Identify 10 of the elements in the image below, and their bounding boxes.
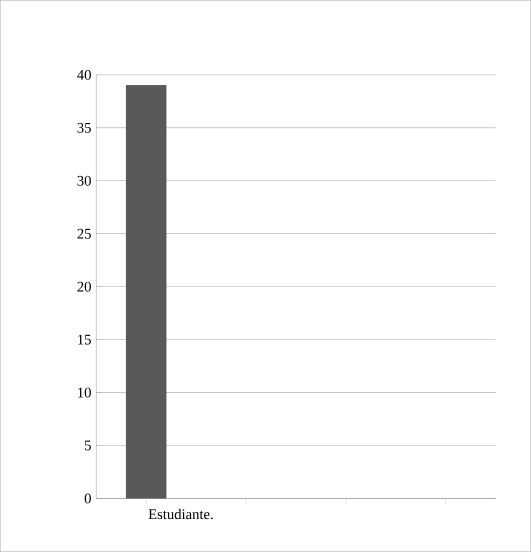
x-tick-label: Estudiante. — [148, 508, 213, 520]
y-tick-label: 0 — [84, 494, 91, 504]
y-tick-label: 35 — [78, 122, 91, 133]
y-tick-label: 15 — [78, 334, 91, 345]
y-tick-label: 40 — [77, 70, 91, 80]
y-tick-label: 10 — [78, 388, 91, 398]
y-tick-label: 5 — [84, 440, 91, 450]
y-tick-label: 30 — [78, 176, 91, 186]
y-tick-label: 25 — [77, 228, 91, 239]
y-tick-label: 20 — [77, 282, 91, 292]
